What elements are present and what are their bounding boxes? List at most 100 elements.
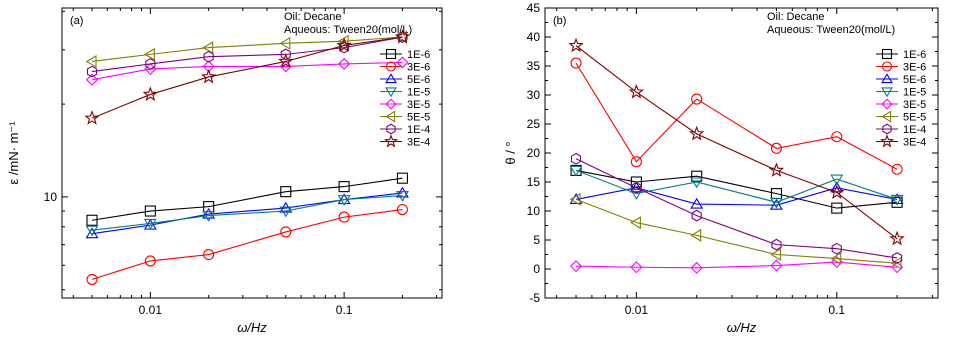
legend-entry: 1E-4 xyxy=(903,124,926,136)
series-line xyxy=(575,62,898,170)
panel-label: (b) xyxy=(553,15,566,27)
data-point xyxy=(338,211,350,223)
data-point xyxy=(630,261,643,274)
legend-marker xyxy=(386,123,396,135)
data-point xyxy=(202,211,216,222)
data-point xyxy=(396,56,409,69)
series-line xyxy=(576,261,898,269)
legend-marker xyxy=(385,61,397,72)
legend-entry: 3E-6 xyxy=(407,62,430,74)
series-line xyxy=(91,61,403,81)
data-point xyxy=(770,248,781,261)
series-3E-6 xyxy=(570,57,903,175)
panel-label: (a) xyxy=(70,15,83,27)
data-point xyxy=(569,193,583,204)
series-line xyxy=(91,195,403,231)
chart-panel-b: 0.01 0.1 -5 0 5 10 15 20 25 30 35 40 45 ω/Hz θ / ° (b) O… xyxy=(503,1,939,335)
series-line xyxy=(575,169,898,203)
annotation-aqueous: Aqueous: Tween20(mol/L) xyxy=(284,24,412,36)
legend-entry: 5E-6 xyxy=(407,74,430,86)
data-point xyxy=(85,227,99,239)
legend-entry: 5E-5 xyxy=(903,112,926,124)
legend-entry: 1E-6 xyxy=(407,49,430,61)
data-point xyxy=(829,184,845,199)
series-line xyxy=(575,45,898,240)
plot-frame xyxy=(544,7,939,299)
data-point xyxy=(143,218,157,230)
series-1E-4 xyxy=(570,152,903,264)
data-point xyxy=(86,65,98,78)
series-5E-5 xyxy=(85,30,408,68)
data-point xyxy=(690,261,703,274)
data-point xyxy=(628,84,645,99)
series-3E-4 xyxy=(84,29,411,125)
legend-entry: 3E-6 xyxy=(903,62,926,74)
legend-marker xyxy=(385,48,397,60)
x-tick-label: 0.01 xyxy=(139,303,163,317)
legend-entry: 5E-6 xyxy=(903,74,926,86)
annotation-aqueous: Aqueous: Tween20(mol/L) xyxy=(767,24,895,36)
data-point xyxy=(86,214,98,226)
data-point xyxy=(144,47,155,61)
data-point xyxy=(691,209,702,222)
x-tick-label: 0.1 xyxy=(828,303,845,317)
data-point xyxy=(570,152,582,165)
y-tick-label: 10 xyxy=(44,190,58,204)
series-line xyxy=(91,177,403,221)
data-point xyxy=(280,186,292,198)
legend-entry: 3E-4 xyxy=(407,137,430,149)
y-tick-label: 15 xyxy=(527,175,541,189)
data-point xyxy=(630,176,642,188)
data-point xyxy=(831,131,843,143)
data-point xyxy=(770,259,783,272)
legend-marker xyxy=(881,73,893,84)
legend-marker xyxy=(882,123,892,135)
y-tick-label: 10 xyxy=(527,204,541,218)
y-tick-label: 25 xyxy=(527,117,541,131)
data-point xyxy=(630,216,641,230)
legend-entry: 1E-5 xyxy=(407,87,430,99)
series-5E-5 xyxy=(569,192,902,270)
data-point xyxy=(203,249,215,261)
annotation-oil: Oil: Decane xyxy=(284,11,341,23)
data-point xyxy=(830,181,844,193)
data-point xyxy=(891,163,903,175)
data-point xyxy=(630,156,642,168)
data-point xyxy=(769,198,783,210)
series-3E-5 xyxy=(85,56,409,86)
series-line xyxy=(91,208,403,280)
data-point xyxy=(770,142,782,154)
data-point xyxy=(831,242,842,255)
series-line xyxy=(575,198,898,264)
legend-entry: 1E-4 xyxy=(407,124,430,136)
legend-marker xyxy=(881,87,893,98)
series-1E-4 xyxy=(86,31,408,78)
chart-panel-a: 0.01 0.1 10 ω/Hz ε /mN· m⁻¹ (a) Oil: DecaneAqu… xyxy=(6,7,443,335)
legend-marker xyxy=(881,48,893,60)
data-point xyxy=(570,260,583,273)
data-point xyxy=(144,255,156,267)
legend-marker xyxy=(385,98,397,110)
series-line xyxy=(91,36,403,119)
y-tick-label: 30 xyxy=(527,88,541,102)
data-point xyxy=(570,57,582,69)
data-point xyxy=(203,50,214,63)
legend: 1E-63E-65E-61E-53E-55E-51E-43E-4 xyxy=(876,48,926,149)
data-point xyxy=(771,238,782,251)
series-line xyxy=(575,187,898,206)
data-point xyxy=(629,181,643,193)
data-point xyxy=(830,252,842,266)
y-tick-label: 5 xyxy=(533,233,540,247)
legend-marker xyxy=(385,73,397,84)
legend-entry: 3E-5 xyxy=(407,99,430,111)
data-point xyxy=(690,177,704,189)
y-tick-label: 20 xyxy=(527,146,541,160)
plot-frame xyxy=(61,7,443,299)
data-point xyxy=(396,203,408,216)
legend-marker xyxy=(881,110,892,123)
data-point xyxy=(337,195,351,206)
data-point xyxy=(395,186,409,198)
data-point xyxy=(145,58,156,70)
data-point xyxy=(691,170,703,182)
data-point xyxy=(85,55,97,68)
